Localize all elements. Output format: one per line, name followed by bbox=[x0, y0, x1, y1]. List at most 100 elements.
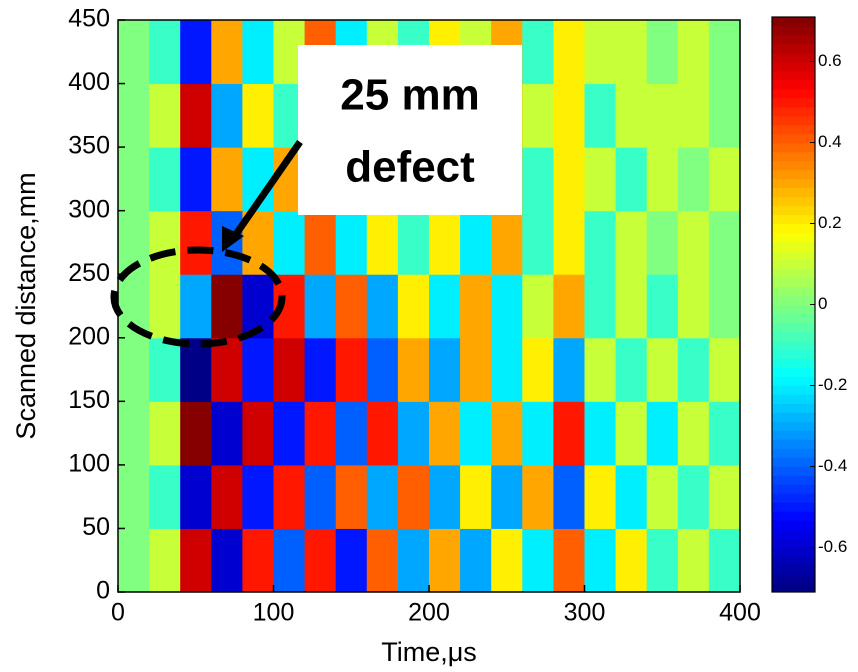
colorbar-segment bbox=[772, 250, 815, 261]
colorbar: 0.6 0.4 0.2 0 -0.2 -0.4 -0.6 bbox=[771, 16, 847, 593]
heatmap-cell bbox=[180, 210, 212, 275]
heatmap-cell bbox=[242, 464, 274, 529]
heatmap-cell bbox=[211, 528, 243, 593]
heatmap-cell bbox=[429, 528, 461, 593]
heatmap-cell bbox=[211, 147, 243, 212]
heatmap-cell bbox=[149, 337, 181, 402]
heatmap-cell bbox=[366, 274, 399, 339]
heatmap-cell bbox=[397, 274, 430, 339]
heatmap-cell bbox=[429, 274, 461, 339]
heatmap-cell bbox=[304, 337, 337, 402]
colorbar-tick-label: -0.2 bbox=[818, 375, 847, 394]
heatmap-cell bbox=[304, 464, 337, 529]
heatmap-cell bbox=[273, 401, 306, 466]
heatmap-cell bbox=[149, 210, 181, 275]
heatmap-cell bbox=[149, 274, 181, 339]
colorbar-segment bbox=[772, 214, 815, 225]
heatmap-cell bbox=[242, 83, 274, 148]
heatmap-cell bbox=[615, 401, 648, 466]
heatmap-cell bbox=[118, 147, 150, 212]
heatmap-cell bbox=[708, 210, 741, 275]
heatmap-cell bbox=[553, 337, 585, 402]
y-tick-label: 450 bbox=[68, 5, 110, 33]
heatmap-cell bbox=[118, 83, 150, 148]
heatmap-cell bbox=[522, 337, 554, 402]
heatmap-cell bbox=[646, 210, 679, 275]
heatmap-cell bbox=[553, 274, 585, 339]
heatmap-cell bbox=[304, 528, 337, 593]
heatmap-cell bbox=[429, 464, 461, 529]
colorbar-segment bbox=[772, 268, 815, 279]
heatmap-cell bbox=[677, 210, 710, 275]
heatmap-cell bbox=[615, 528, 648, 593]
heatmap-cell bbox=[677, 83, 710, 148]
colorbar-segment bbox=[772, 232, 815, 243]
colorbar-segment bbox=[772, 97, 815, 108]
x-tick-label: 0 bbox=[111, 599, 125, 627]
colorbar-segment bbox=[772, 25, 815, 36]
heatmap-cell bbox=[584, 147, 617, 212]
colorbar-segment bbox=[772, 196, 815, 207]
heatmap-cell bbox=[584, 337, 617, 402]
colorbar-segment bbox=[772, 403, 815, 413]
heatmap-cell bbox=[366, 401, 399, 466]
heatmap-cell bbox=[366, 464, 399, 529]
colorbar-segment bbox=[772, 547, 815, 557]
colorbar-segment bbox=[772, 259, 815, 270]
colorbar-segment bbox=[772, 295, 815, 305]
colorbar-segment bbox=[772, 448, 815, 458]
colorbar-segment bbox=[772, 88, 815, 99]
heatmap-cell bbox=[646, 337, 679, 402]
heatmap-cell bbox=[397, 337, 430, 402]
colorbar-segment bbox=[772, 70, 815, 81]
colorbar-segment bbox=[772, 124, 815, 135]
colorbar-segment bbox=[772, 43, 815, 54]
colorbar-segment bbox=[772, 412, 815, 422]
colorbar-segment bbox=[772, 160, 815, 171]
heatmap-cell bbox=[118, 464, 150, 529]
heatmap-cell bbox=[149, 464, 181, 529]
heatmap-cell bbox=[615, 147, 648, 212]
colorbar-segment bbox=[772, 142, 815, 153]
heatmap-cell bbox=[708, 274, 741, 339]
heatmap-cell bbox=[553, 528, 585, 593]
arrow bbox=[229, 140, 303, 242]
heatmap-cell bbox=[273, 464, 306, 529]
heatmap-cell bbox=[211, 20, 243, 85]
colorbar-segment bbox=[772, 304, 815, 314]
heatmap-cell bbox=[149, 20, 181, 85]
annotation: 25 mm bbox=[340, 71, 479, 120]
colorbar-segment bbox=[772, 538, 815, 548]
colorbar-segment bbox=[772, 241, 815, 252]
heatmap-cell bbox=[584, 401, 617, 466]
heatmap-cell bbox=[211, 337, 243, 402]
heatmap-cell bbox=[615, 20, 648, 85]
y-axis-label: Scanned distance,mm bbox=[11, 172, 41, 439]
heatmap-cell bbox=[335, 337, 368, 402]
arrow-head bbox=[222, 226, 244, 252]
colorbar-segment bbox=[772, 502, 815, 512]
heatmap-cell bbox=[677, 464, 710, 529]
heatmap-cell bbox=[491, 274, 523, 339]
heatmap-cell bbox=[335, 464, 368, 529]
x-tick-label: 200 bbox=[408, 599, 450, 627]
y-tick-label: 50 bbox=[82, 513, 110, 541]
heatmap-cell bbox=[708, 147, 741, 212]
heatmap-cell bbox=[646, 274, 679, 339]
colorbar-segment bbox=[772, 574, 815, 584]
colorbar-segment bbox=[772, 511, 815, 521]
heatmap-cell bbox=[366, 337, 399, 402]
heatmap-cell bbox=[522, 20, 554, 85]
heatmap-cell bbox=[180, 20, 212, 85]
annotation: defect bbox=[345, 143, 475, 192]
heatmap-cell bbox=[211, 464, 243, 529]
colorbar-segment bbox=[772, 376, 815, 386]
heatmap-cell bbox=[522, 147, 554, 212]
heatmap-cell bbox=[429, 337, 461, 402]
heatmap-cell bbox=[211, 83, 243, 148]
heatmap-cell bbox=[522, 528, 554, 593]
heatmap-cell bbox=[615, 210, 648, 275]
colorbar-segment bbox=[772, 457, 815, 467]
colorbar-segment bbox=[772, 430, 815, 440]
